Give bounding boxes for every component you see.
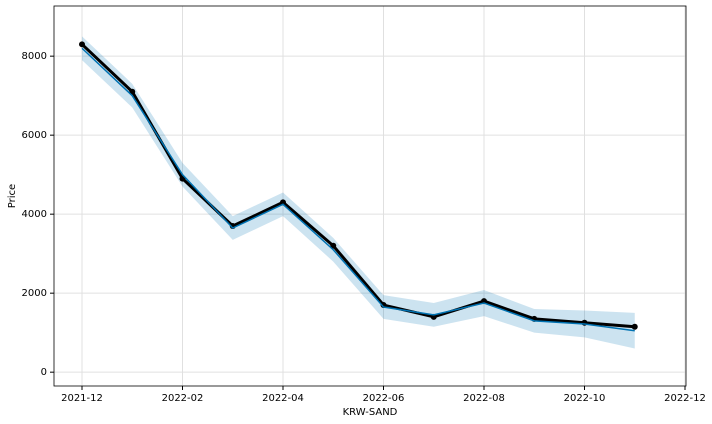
y-tick-label: 4000 — [22, 209, 47, 220]
x-tick-label: 2022-04 — [262, 393, 304, 404]
actual-point — [631, 323, 638, 330]
y-tick-label: 8000 — [22, 51, 47, 62]
actual-point — [79, 41, 85, 48]
x-axis-label: KRW-SAND — [343, 407, 398, 418]
x-tick-label: 2022-06 — [363, 393, 405, 404]
x-tick-label: 2021-12 — [61, 393, 103, 404]
x-tick-label: 2022-12 — [664, 393, 706, 404]
x-tick-label: 2022-10 — [564, 393, 606, 404]
x-tick-label: 2022-02 — [162, 393, 204, 404]
forecast-line — [81, 47, 635, 332]
y-tick-label: 0 — [41, 367, 47, 378]
plot-frame — [53, 5, 687, 387]
x-tick-label: 2022-08 — [463, 393, 505, 404]
actual-point — [129, 88, 136, 95]
y-axis-label: Price — [7, 184, 18, 208]
y-tick-label: 2000 — [22, 288, 47, 299]
uncertainty-band — [82, 36, 635, 349]
actual-point — [330, 242, 337, 249]
actual-point — [280, 199, 286, 206]
actual-line — [80, 43, 635, 329]
actual-point — [481, 298, 487, 305]
y-tick-label: 6000 — [22, 130, 47, 141]
